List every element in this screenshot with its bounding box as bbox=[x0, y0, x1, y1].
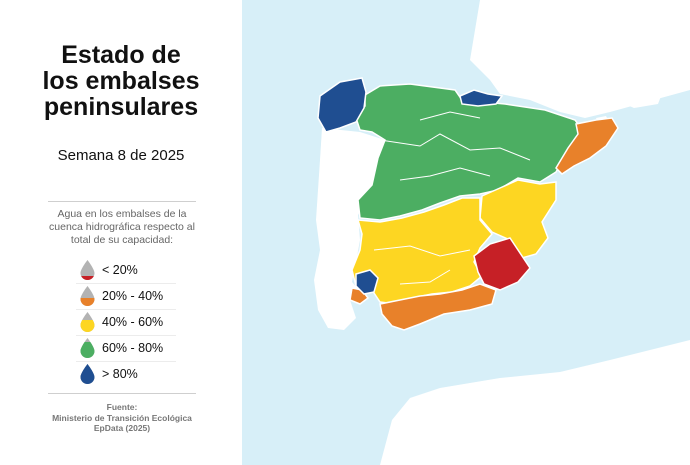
legend-description: Agua en los embalses de la cuenca hidrog… bbox=[49, 208, 195, 246]
region-blue-galicia bbox=[317, 77, 367, 133]
region-yellow-jucar bbox=[479, 179, 557, 259]
portugal-land bbox=[314, 128, 385, 330]
legend-label: < 20% bbox=[102, 263, 138, 277]
info-panel: Estado de los embalses peninsulares Sema… bbox=[0, 0, 242, 465]
region-green bbox=[355, 83, 583, 221]
legend-item: 60% - 80% bbox=[76, 336, 176, 362]
spain-reservoir-map bbox=[242, 0, 690, 465]
page-title: Estado de los embalses peninsulares bbox=[0, 42, 242, 120]
legend-item: 20% - 40% bbox=[76, 284, 176, 310]
title-line-3: peninsulares bbox=[43, 93, 199, 121]
region-orange-andalucia bbox=[379, 283, 497, 331]
source-heading: Fuente: bbox=[106, 402, 138, 412]
region-blue-guadalete bbox=[355, 269, 379, 295]
divider bbox=[48, 201, 196, 202]
source-line-2: EpData (2025) bbox=[93, 423, 151, 433]
basin-borders bbox=[373, 111, 531, 285]
mallorca-land bbox=[612, 80, 664, 108]
legend-item: > 80% bbox=[76, 362, 176, 387]
source-note: Fuente: Ministerio de Transición Ecológi… bbox=[30, 402, 214, 434]
legend-item: < 20% bbox=[76, 258, 176, 284]
title-line-1: Estado de bbox=[61, 41, 181, 69]
region-red-segura bbox=[473, 237, 531, 291]
divider bbox=[48, 393, 196, 394]
legend-label: 20% - 40% bbox=[102, 289, 164, 303]
subtitle: Semana 8 de 2025 bbox=[57, 147, 185, 164]
water-drop-icon bbox=[80, 260, 95, 280]
legend-label: 40% - 60% bbox=[102, 315, 164, 329]
legend: < 20% 20% - 40% 40% - 60% 60% - 80% > 80% bbox=[76, 258, 176, 387]
region-orange-cataluna bbox=[555, 117, 619, 175]
legend-label: > 80% bbox=[102, 367, 138, 381]
africa-land bbox=[380, 340, 690, 465]
title-line-2: los embalses bbox=[42, 67, 200, 95]
water-drop-icon bbox=[80, 364, 95, 384]
water-drop-icon bbox=[80, 312, 95, 332]
water-drop-icon bbox=[80, 286, 95, 306]
legend-label: 60% - 80% bbox=[102, 341, 164, 355]
region-blue-cantabrico bbox=[459, 89, 504, 107]
legend-item: 40% - 60% bbox=[76, 310, 176, 336]
source-line-1: Ministerio de Transición Ecológica bbox=[52, 412, 192, 423]
water-drop-icon bbox=[80, 338, 95, 358]
